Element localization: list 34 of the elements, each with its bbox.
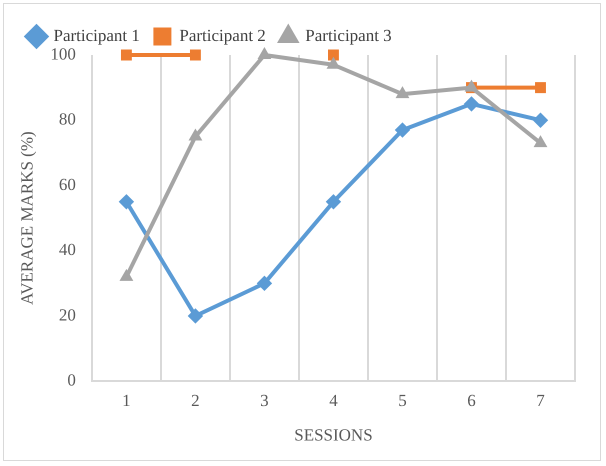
y-axis-title: AVERAGE MARKS (%)	[18, 131, 37, 305]
point	[535, 82, 546, 94]
point	[394, 122, 410, 138]
point	[118, 194, 134, 210]
x-tick-label: 7	[536, 390, 546, 410]
legend-label: Participant 1	[54, 26, 140, 45]
y-tick-label: 60	[58, 174, 76, 194]
point	[188, 129, 202, 141]
point	[328, 50, 339, 60]
point	[256, 276, 272, 291]
point	[258, 48, 271, 59]
legend-label: Participant 3	[305, 26, 392, 45]
point	[532, 112, 548, 128]
y-tick-label: 80	[58, 110, 76, 129]
x-tick-label: 3	[260, 390, 269, 410]
point	[534, 136, 548, 148]
point	[190, 50, 201, 60]
x-tick-label: 2	[191, 390, 200, 410]
point	[188, 308, 203, 324]
legend-label: Participant 2	[179, 26, 266, 45]
y-tick-label: 0	[67, 370, 76, 390]
point	[326, 57, 340, 69]
x-tick-label: 5	[398, 390, 407, 410]
x-tick-label: 6	[467, 390, 476, 410]
y-tick-label: 40	[58, 240, 76, 260]
y-tick-label: 20	[58, 305, 76, 324]
point	[120, 50, 132, 60]
x-axis-title: SESSIONS	[294, 425, 373, 444]
point	[326, 194, 341, 210]
point	[396, 86, 410, 98]
x-tick-label: 4	[329, 390, 338, 410]
x-tick-label: 1	[122, 390, 131, 410]
y-tick-label: 100	[50, 44, 76, 64]
point	[464, 96, 479, 112]
